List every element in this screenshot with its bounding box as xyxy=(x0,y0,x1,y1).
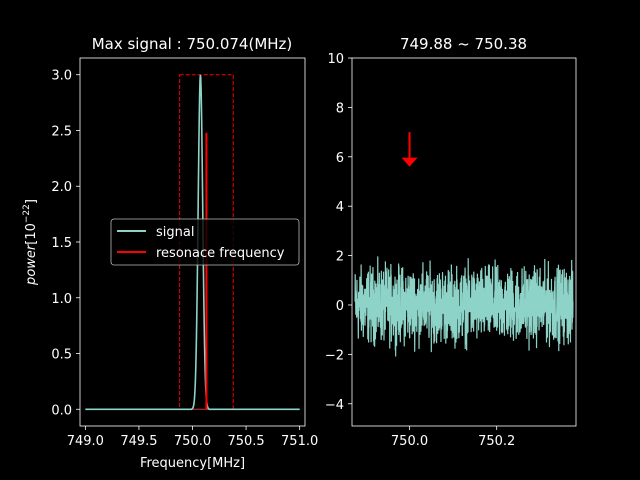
left-xlabel: Frequency[MHz] xyxy=(140,456,245,471)
noise-signal-line xyxy=(354,256,574,357)
left-ytick-label: 0.5 xyxy=(51,348,72,363)
left-xtick-label: 749.0 xyxy=(67,434,104,449)
right-plot-area xyxy=(354,132,574,357)
left-ylabel-unit-exp: −22 xyxy=(22,204,32,223)
right-ytick-label: 6 xyxy=(336,151,344,166)
left-panel: Max signal : 750.074(MHz) 749.0 749.5 750.… xyxy=(22,35,318,471)
left-ytick-label: 2.0 xyxy=(51,180,72,195)
left-ytick-label: 3.0 xyxy=(51,69,72,84)
right-ytick-label: 4 xyxy=(336,200,344,215)
legend-box xyxy=(110,218,300,266)
right-xtick-label: 750.0 xyxy=(391,434,428,449)
legend-resonance-label: resonace frequency xyxy=(156,246,285,261)
right-ytick-label: −4 xyxy=(325,398,344,413)
left-xtick-label: 750.0 xyxy=(174,434,211,449)
right-ytick-label: 0 xyxy=(336,299,344,314)
arrow-head xyxy=(401,157,418,167)
right-title: 749.88 ~ 750.38 xyxy=(400,35,527,53)
right-ytick-label: 10 xyxy=(327,52,344,67)
left-ylabel: power[10−22] xyxy=(22,199,39,286)
left-xtick-label: 750.5 xyxy=(227,434,264,449)
left-ytick-label: 0.0 xyxy=(51,403,72,418)
left-ylabel-unit-base: [10 xyxy=(24,223,39,245)
left-ytick-label: 1.5 xyxy=(51,236,72,251)
right-ytick-label: 2 xyxy=(336,250,344,265)
legend: signal resonace frequency xyxy=(110,218,300,266)
left-ylabel-unit-close: ] xyxy=(24,199,39,204)
left-xtick-label: 749.5 xyxy=(120,434,157,449)
left-xtick-label: 751.0 xyxy=(281,434,318,449)
right-ticks: 750.0 750.2 −4 −2 0 2 4 6 8 10 xyxy=(325,52,515,449)
left-ticks: 749.0 749.5 750.0 750.5 751.0 0.0 0.5 1.0 1.5 2.0… xyxy=(51,69,318,449)
left-ytick-label: 1.0 xyxy=(51,292,72,307)
left-ytick-label: 2.5 xyxy=(51,124,72,139)
right-xtick-label: 750.2 xyxy=(478,434,515,449)
right-axes-frame xyxy=(351,57,577,427)
right-panel: 749.88 ~ 750.38 750.0 750.2 −4 −2 0 2 4 6 8 10 xyxy=(325,35,577,449)
right-ytick-label: 8 xyxy=(336,101,344,116)
right-ytick-label: −2 xyxy=(325,348,344,363)
left-ylabel-main: power xyxy=(24,243,39,286)
left-title: Max signal : 750.074(MHz) xyxy=(92,35,293,53)
signal-line xyxy=(85,74,300,411)
legend-signal-label: signal xyxy=(156,225,194,240)
